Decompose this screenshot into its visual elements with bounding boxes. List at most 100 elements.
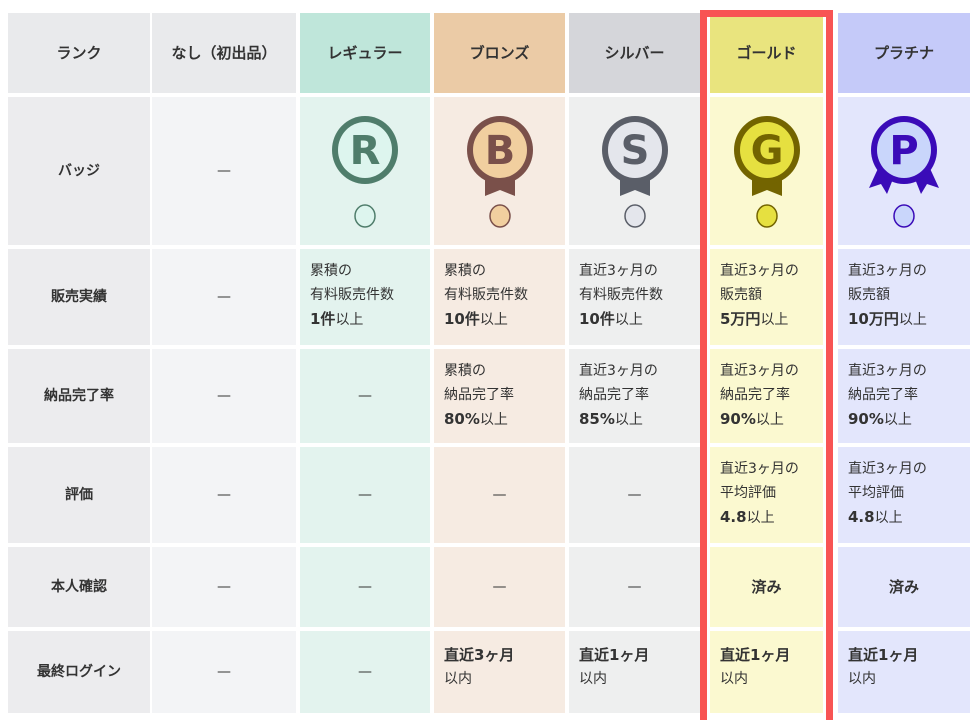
cell-threshold: 80%以上 — [444, 407, 555, 432]
row-label: 本人確認 — [8, 547, 150, 627]
cell-platinum: 直近1ヶ月 以内 — [838, 631, 970, 713]
threshold-value: 85% — [579, 410, 615, 428]
threshold-suffix: 以上 — [479, 412, 508, 428]
cell-line: 以内 — [848, 671, 876, 687]
cell-line: 有料販売件数 — [310, 287, 394, 303]
badge-cell-regular: R — [300, 97, 430, 245]
threshold-suffix: 以上 — [874, 510, 903, 526]
cell-silver: — — [569, 547, 700, 627]
cell-platinum: 済み — [838, 547, 970, 627]
cell-line: 有料販売件数 — [579, 287, 663, 303]
cell-line: 直近3ヶ月の — [720, 263, 799, 279]
badge-letter: G — [750, 128, 783, 174]
threshold-value: 90% — [720, 410, 756, 428]
header-platinum: プラチナ — [838, 13, 970, 93]
threshold-value: 10件 — [444, 310, 480, 328]
cell-value: 直近1ヶ月 — [720, 646, 791, 664]
cell-regular: — — [300, 631, 430, 713]
header-silver: シルバー — [569, 13, 700, 93]
rank-dot-icon — [488, 204, 511, 228]
cell-bronze: 累積の納品完了率 80%以上 — [434, 349, 565, 443]
header-none: なし（初出品） — [152, 13, 296, 93]
cell-platinum: 直近3ヶ月の 納品完了率 90%以上 — [838, 349, 970, 443]
rank-dot-icon — [623, 204, 646, 228]
cell-silver: — — [569, 447, 700, 543]
cell-platinum: 直近3ヶ月の 平均評価 4.8以上 — [838, 447, 970, 543]
cell-silver: 直近3ヶ月の 有料販売件数 10件以上 — [569, 249, 700, 345]
cell-line: 累積の — [444, 263, 486, 279]
cell-line: 直近3ヶ月の — [720, 461, 799, 477]
threshold-suffix: 以上 — [883, 412, 912, 428]
threshold-suffix: 以上 — [614, 412, 643, 428]
threshold-value: 4.8 — [848, 508, 875, 526]
rank-dot-icon — [354, 204, 376, 228]
cell-threshold: 4.8以上 — [848, 505, 960, 530]
row-label: 納品完了率 — [8, 349, 150, 443]
cell-gold: 済み — [710, 547, 823, 627]
badge-cell-silver: S — [569, 97, 700, 245]
cell-bronze: — — [434, 447, 565, 543]
cell-threshold: 5万円以上 — [720, 307, 813, 332]
badge-letter: P — [889, 128, 918, 174]
threshold-suffix: 以上 — [898, 312, 927, 328]
badge-cell-platinum: P — [838, 97, 970, 245]
cell-line: 累積の — [444, 363, 486, 379]
cell-line: 以内 — [579, 671, 607, 687]
cell-value: 直近1ヶ月 — [579, 646, 650, 664]
cell-bronze: 直近3ヶ月 以内 — [434, 631, 565, 713]
rank-dot-icon — [893, 204, 915, 228]
threshold-suffix: 以上 — [746, 510, 775, 526]
cell-threshold: 90%以上 — [848, 407, 960, 432]
badge-s-icon: S — [601, 116, 668, 196]
badge-letter: R — [350, 128, 381, 174]
cell-line: 納品完了率 — [579, 387, 649, 403]
rank-grid: ランク なし（初出品） レギュラー ブロンズ シルバー ゴールド プラチナ バッジ — R B S G P… — [8, 13, 970, 713]
cell-line: 納品完了率 — [444, 387, 514, 403]
cell-line: 平均評価 — [720, 485, 776, 501]
cell-bronze: 累積の有料販売件数 10件以上 — [434, 249, 565, 345]
cell-none: — — [152, 631, 296, 713]
header-bronze: ブロンズ — [434, 13, 565, 93]
badge-cell-gold: G — [710, 97, 823, 245]
cell-line: 直近3ヶ月の — [579, 363, 658, 379]
threshold-value: 5万円 — [720, 310, 761, 328]
threshold-suffix: 以上 — [760, 312, 789, 328]
cell-line: 直近3ヶ月の — [579, 263, 658, 279]
threshold-value: 10件 — [579, 310, 615, 328]
header-regular: レギュラー — [300, 13, 430, 93]
cell-line: 累積の — [310, 263, 352, 279]
row-label: 評価 — [8, 447, 150, 543]
threshold-suffix: 以上 — [479, 312, 508, 328]
cell-line: 納品完了率 — [720, 387, 790, 403]
threshold-value: 10万円 — [848, 310, 899, 328]
badge-p-icon: P — [869, 116, 939, 194]
cell-platinum: 直近3ヶ月の 販売額 10万円以上 — [838, 249, 970, 345]
cell-line: 直近3ヶ月の — [848, 263, 927, 279]
header-gold: ゴールド — [710, 13, 823, 93]
cell-none: — — [152, 249, 296, 345]
cell-threshold: 4.8以上 — [720, 505, 813, 530]
cell-line: 有料販売件数 — [444, 287, 528, 303]
threshold-value: 80% — [444, 410, 480, 428]
cell-threshold: 85%以上 — [579, 407, 690, 432]
badge-cell-bronze: B — [434, 97, 565, 245]
cell-none: — — [152, 447, 296, 543]
cell-bronze: — — [434, 547, 565, 627]
cell-regular: — — [300, 447, 430, 543]
cell-line: 平均評価 — [848, 485, 904, 501]
threshold-value: 90% — [848, 410, 884, 428]
cell-gold: 直近3ヶ月の 販売額 5万円以上 — [710, 249, 823, 345]
badge-g-icon: G — [733, 116, 800, 196]
cell-gold: 直近3ヶ月の 納品完了率 90%以上 — [710, 349, 823, 443]
cell-line: 納品完了率 — [848, 387, 918, 403]
cell-threshold: 1件以上 — [310, 307, 420, 332]
header-rank: ランク — [8, 13, 150, 93]
cell-threshold: 10万円以上 — [848, 307, 960, 332]
threshold-suffix: 以上 — [755, 412, 784, 428]
cell-line: 直近3ヶ月の — [720, 363, 799, 379]
cell-threshold: 10件以上 — [444, 307, 555, 332]
cell-line: 販売額 — [720, 287, 762, 303]
cell-regular: — — [300, 547, 430, 627]
cell-gold: 直近1ヶ月 以内 — [710, 631, 823, 713]
